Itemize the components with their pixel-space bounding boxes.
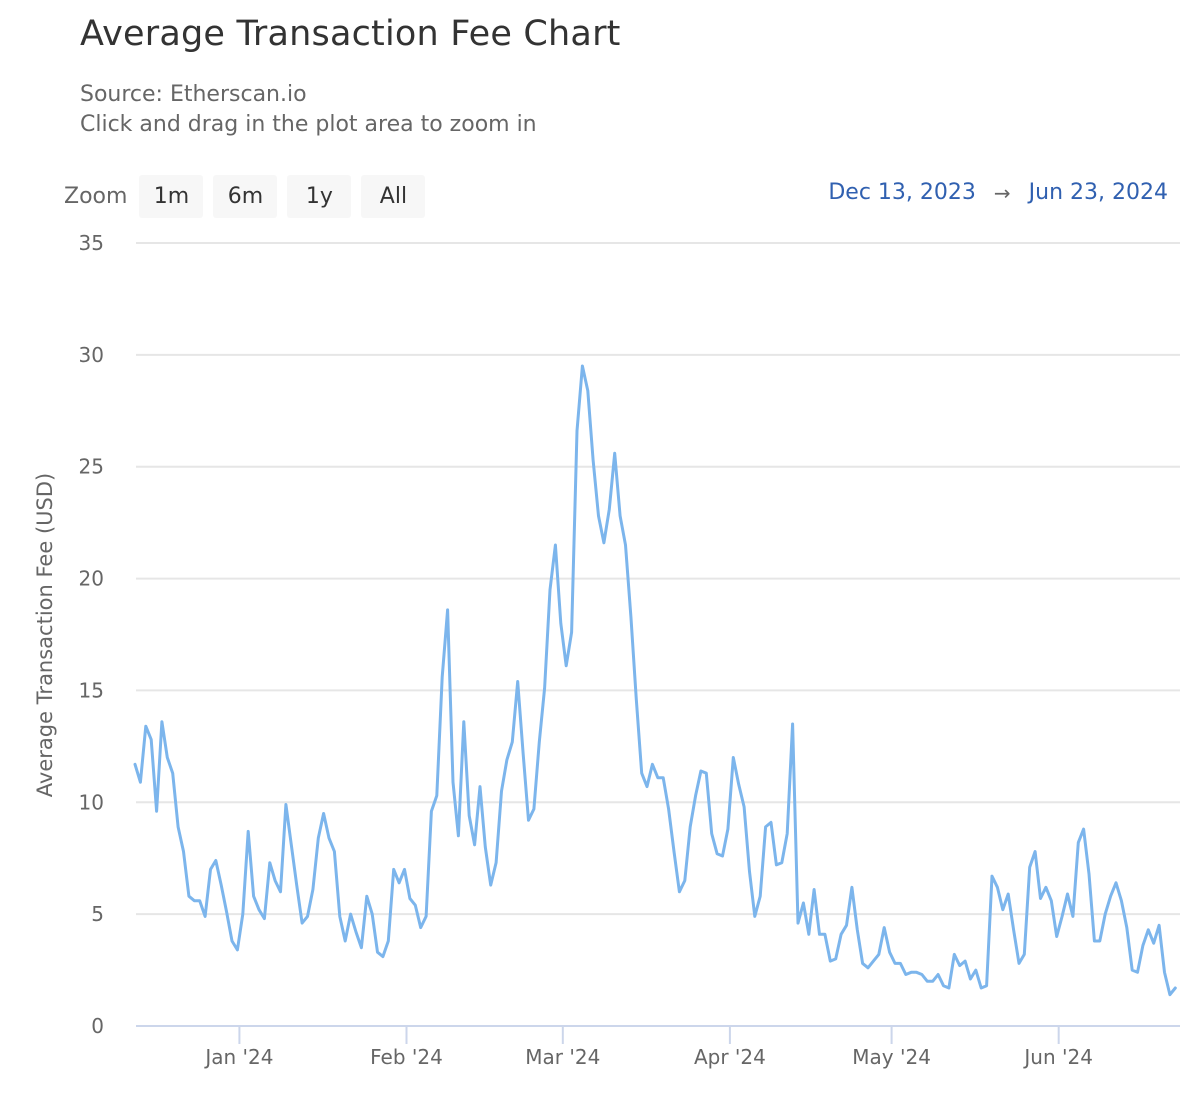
x-tick-label: Jun '24 [1022,1045,1093,1069]
x-tick-label: May '24 [852,1045,931,1069]
range-from-input[interactable]: Dec 13, 2023 [828,180,976,205]
x-tick-label: Jan '24 [203,1045,273,1069]
chart-hint: Click and drag in the plot area to zoom … [80,112,537,137]
x-tick-label: Feb '24 [370,1045,443,1069]
x-tick-label: Apr '24 [694,1045,766,1069]
chart-source: Source: Etherscan.io [80,82,307,107]
y-tick-label: 10 [79,790,104,814]
y-tick-label: 35 [79,231,104,255]
arrow-right-icon: → [993,180,1011,205]
zoom-1m-button[interactable]: 1m [139,174,204,218]
y-tick-label: 20 [79,567,104,591]
zoom-label: Zoom [64,183,128,209]
x-tick-label: Mar '24 [525,1045,600,1069]
y-tick-label: 0 [91,1014,104,1038]
y-tick-label: 15 [79,678,104,702]
range-to-input[interactable]: Jun 23, 2024 [1028,180,1168,205]
date-range: Dec 13, 2023 → Jun 23, 2024 [828,180,1168,205]
y-tick-label: 25 [79,455,104,479]
y-axis-title: Average Transaction Fee (USD) [33,473,57,797]
gridlines [136,242,1180,916]
y-tick-label: 5 [91,902,104,926]
y-axis: 0 5 10 15 20 25 30 35 [79,231,104,1038]
zoom-all-button[interactable]: All [361,174,426,218]
zoom-1y-button[interactable]: 1y [287,174,352,218]
chart-title: Average Transaction Fee Chart [80,14,621,54]
x-axis: Jan '24 Feb '24 Mar '24 Apr '24 May '24 Jun '… [136,1025,1180,1069]
fee-line-series[interactable] [133,364,1177,997]
range-selector: Zoom 1m 6m 1y All [64,174,435,218]
zoom-6m-button[interactable]: 6m [213,174,278,218]
y-tick-label: 30 [79,343,104,367]
